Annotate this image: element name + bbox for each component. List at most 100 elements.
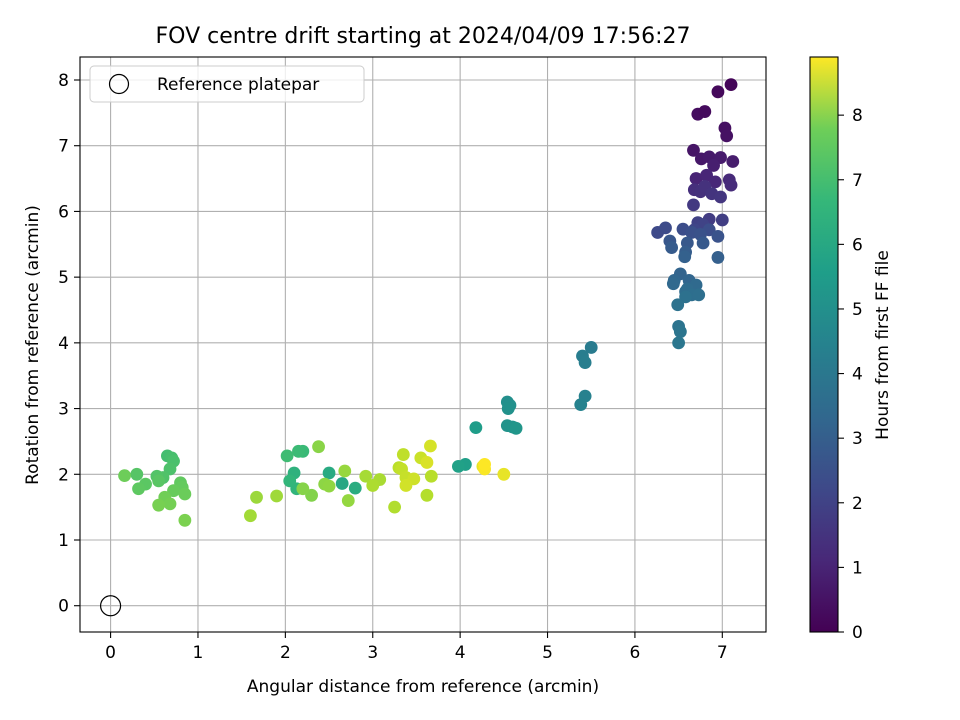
data-point [692,288,706,302]
data-point [424,469,438,483]
data-point [715,213,729,227]
data-point [714,190,727,204]
data-point [163,462,177,476]
data-point [671,298,685,312]
y-axis-ticks: 0 1 2 3 4 5 6 7 8 [58,71,80,617]
data-point [708,175,722,189]
data-point [578,356,592,369]
colorbar-tick-label: 0 [852,623,863,643]
data-point [574,398,588,412]
x-tick-label: 4 [455,643,466,663]
data-point [178,487,192,501]
data-point [244,509,257,523]
data-point [451,460,465,473]
colorbar-tick-label: 3 [852,429,863,449]
data-point [424,439,437,453]
reference-platepar-marker [99,595,122,617]
colorbar-tick-label: 2 [852,494,863,514]
x-axis-label: Angular distance from reference (arcmin) [247,677,599,697]
x-axis-ticks: 0 1 2 3 4 5 6 7 [105,632,728,663]
y-tick-label: 3 [58,400,69,420]
data-point [509,421,523,435]
colorbar-tick-label: 7 [852,171,863,191]
data-point [341,494,355,507]
data-point [584,341,598,354]
colorbar-gradient [810,57,838,632]
data-point [322,479,336,493]
data-point [250,490,263,504]
data-point [305,488,318,502]
data-points [118,78,740,527]
legend-entry-label: Reference platepar [157,75,319,95]
x-tick-label: 2 [280,643,291,663]
data-point [666,277,680,291]
data-point [348,481,362,495]
data-point [687,143,700,157]
data-point [366,479,380,492]
colorbar-tick-label: 6 [852,235,863,255]
data-point [673,325,687,339]
data-point [396,448,410,461]
data-point [322,466,336,480]
data-point [338,464,352,478]
data-point [359,469,373,483]
data-point [501,402,515,415]
data-point [420,488,434,502]
data-point [283,474,297,488]
data-point [679,290,692,304]
x-tick-label: 6 [630,643,641,663]
colorbar-tick-label: 1 [852,558,863,578]
data-point [296,482,310,496]
y-tick-label: 5 [58,268,69,288]
data-point [152,474,166,488]
data-point [711,230,725,243]
data-point [152,498,166,512]
legend-marker-open-circle [108,73,130,95]
grid-lines [80,57,766,632]
data-point [497,467,511,481]
x-tick-label: 5 [542,643,553,663]
data-point [399,479,413,492]
data-point [700,168,713,182]
data-point [720,129,734,143]
data-point [665,241,679,254]
y-axis-label: Rotation from reference (arcmin) [23,205,43,485]
x-tick-label: 1 [193,643,204,663]
colorbar-tick-label: 5 [852,300,863,320]
data-point [724,78,738,91]
plot-area-frame [79,56,767,633]
legend: Reference platepar [89,65,365,103]
data-point [388,500,401,514]
data-point [270,489,284,503]
colorbar-label: Hours from first FF file [873,250,893,440]
data-point [292,444,305,458]
data-point [163,497,177,511]
data-point [711,251,725,264]
y-tick-label: 6 [58,202,69,222]
data-point [678,250,692,264]
data-point [280,449,294,463]
colorbar-tick-label: 4 [852,365,863,385]
data-point [724,178,738,192]
y-tick-label: 8 [58,71,69,91]
data-point [312,440,325,454]
x-tick-label: 3 [367,643,378,663]
colorbar-frame [809,56,839,633]
data-point [420,456,434,469]
data-point [726,155,740,168]
data-point [672,336,686,350]
data-point [707,159,720,172]
data-point [167,484,180,498]
data-point [132,482,145,496]
y-tick-label: 7 [58,137,69,157]
data-point [118,469,131,482]
x-tick-label: 0 [105,643,116,663]
colorbar-tick-label: 8 [852,106,863,126]
reference-marker-layer [99,595,122,617]
y-tick-label: 1 [58,531,69,551]
y-tick-label: 4 [58,334,69,354]
x-tick-label: 7 [717,643,728,663]
data-point [687,198,700,212]
data-point [130,467,144,481]
